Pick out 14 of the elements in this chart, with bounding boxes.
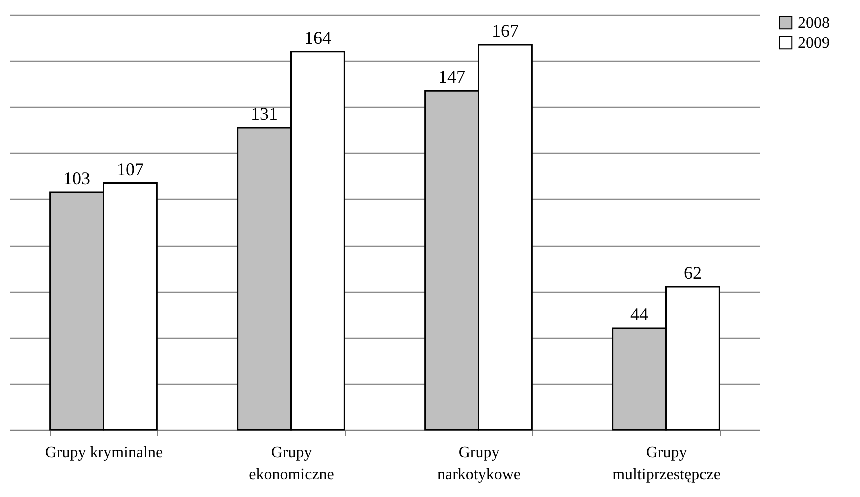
x-tick-label: Grupy ekonomiczne: [249, 444, 334, 484]
x-tick-label: Grupy kryminalne: [45, 444, 164, 462]
data-label: 131: [251, 104, 278, 124]
x-tick-label: Grupy narkotykowe: [437, 444, 522, 484]
x-tick-label: Grupy multiprzestępcze: [612, 444, 721, 484]
data-label: 44: [630, 304, 649, 325]
data-label: 147: [438, 67, 466, 88]
legend-label: 2009: [798, 35, 830, 52]
legend-label: 2008: [798, 15, 830, 32]
data-label: 167: [492, 20, 519, 41]
data-label: 103: [64, 168, 91, 189]
data-label: 164: [304, 28, 332, 48]
data-label: 107: [116, 159, 144, 180]
data-label: 62: [684, 263, 702, 284]
